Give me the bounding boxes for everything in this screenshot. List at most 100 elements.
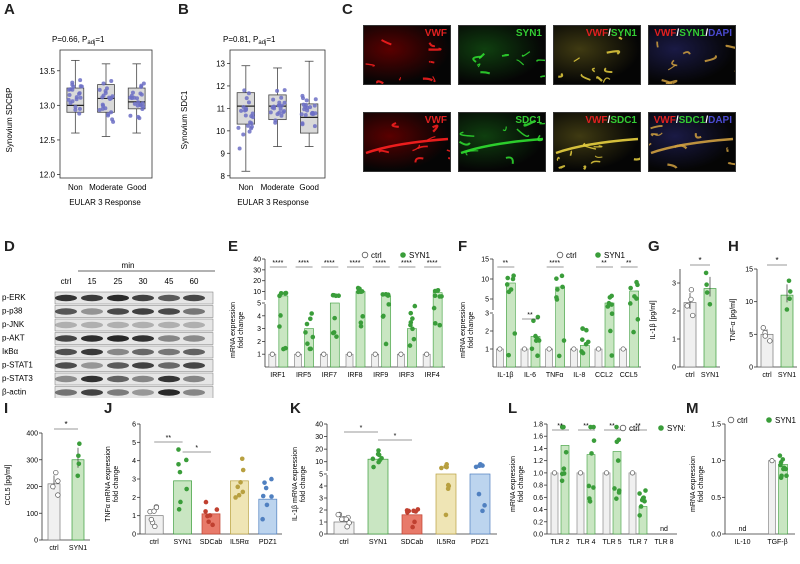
- panel-a-stat: P=0.66, Padj=1: [52, 35, 105, 46]
- data-point: [787, 296, 792, 301]
- y-tick-label: 40: [253, 257, 261, 264]
- data-point: [68, 93, 72, 97]
- panel-e-ylabel1: mRNA expression: [230, 302, 237, 358]
- bar: [230, 481, 248, 534]
- data-point: [592, 438, 597, 443]
- bar-syn1: [356, 292, 365, 367]
- category-label: SYN1: [369, 539, 387, 546]
- legend-ctrl-marker: [557, 252, 563, 258]
- y-tick-label: 1.8: [533, 422, 543, 429]
- legend-ctrl-label: ctrl: [737, 416, 748, 425]
- micrograph-2-3: VWF/SDC1: [553, 112, 641, 172]
- y-tick-label: 0.8: [533, 483, 543, 490]
- sig-stars: ****: [298, 260, 309, 267]
- data-point: [564, 450, 569, 455]
- data-point: [413, 304, 418, 309]
- protein-label: p-p38: [2, 307, 23, 316]
- sig-stars: **: [609, 423, 615, 430]
- y-tick-label: 1.2: [533, 458, 543, 465]
- y-tick-label: 100: [26, 511, 38, 518]
- data-point: [133, 102, 137, 106]
- data-point: [153, 524, 158, 529]
- data-point: [273, 118, 277, 122]
- data-point: [178, 500, 183, 505]
- panel-b-stat: P=0.81, Padj=1: [223, 35, 276, 46]
- y-tick-label: 13: [216, 59, 225, 68]
- label-part: SDC1: [610, 115, 637, 126]
- ctrl-point: [322, 352, 326, 356]
- band: [183, 376, 205, 382]
- vessel: [595, 156, 602, 157]
- sig-stars: ****: [401, 260, 412, 267]
- sig-stars: **: [557, 423, 563, 430]
- data-point: [233, 495, 238, 500]
- vessel: [433, 76, 435, 81]
- vessel: [705, 56, 716, 61]
- data-point: [309, 311, 314, 316]
- bar-ctrl: [629, 473, 636, 534]
- category-label: IRF7: [322, 372, 337, 379]
- ctrl-point: [424, 352, 428, 356]
- bar-ctrl: [570, 349, 577, 367]
- y-tick-label: 8: [221, 172, 226, 181]
- panel-b-plot: 8910111213Non Moderate Good: [216, 50, 325, 192]
- label-part: VWF: [425, 28, 447, 39]
- data-point: [560, 274, 565, 279]
- data-point: [78, 107, 82, 111]
- vessel: [668, 65, 676, 70]
- vessel: [477, 64, 480, 67]
- data-point: [248, 120, 252, 124]
- sig-stars: ****: [549, 260, 560, 267]
- data-point: [586, 340, 591, 345]
- panel-k-ylabel2: fold change: [300, 466, 307, 502]
- protein-label: p-ERK: [2, 293, 26, 302]
- data-point: [536, 315, 541, 320]
- data-point: [587, 496, 592, 501]
- bar: [48, 484, 60, 540]
- label-part: SDC1: [515, 115, 542, 126]
- panel-b-xlabel: EULAR 3 Response: [237, 198, 309, 207]
- data-point: [279, 291, 284, 296]
- panel-i-ylabel: CCL5 [pg/ml]: [5, 465, 12, 506]
- data-point: [279, 96, 283, 100]
- vessel: [651, 126, 663, 128]
- data-point: [616, 458, 621, 463]
- band: [81, 362, 103, 368]
- panel-e-chart: 1234510203040 ctrl SYN1IRF1****IRF5****IRF…: [225, 245, 450, 395]
- sig-stars: **: [635, 423, 641, 430]
- panel-f-ylabel2: fold change: [468, 312, 475, 348]
- vessel: [594, 146, 602, 147]
- bar-syn1: [561, 445, 569, 534]
- panel-h-ylabel: TNF-α [pg/ml]: [730, 298, 737, 341]
- vessel: [649, 143, 651, 146]
- category-label: TNFα: [546, 372, 564, 379]
- ctrl-point: [596, 347, 600, 351]
- bar: [72, 460, 84, 540]
- data-point: [505, 282, 510, 287]
- data-point: [242, 88, 246, 92]
- vessel: [460, 132, 474, 136]
- protein-label: p-AKT: [2, 334, 25, 343]
- data-point: [56, 479, 61, 484]
- data-point: [477, 492, 482, 497]
- data-point: [381, 314, 386, 319]
- vessel: [522, 52, 530, 57]
- panel-j-chart: 0123456ctrl SYN1 SDCab IL5Rα PDZ1*** TNFα mR…: [100, 412, 285, 562]
- band: [55, 349, 77, 355]
- vessel: [448, 158, 450, 159]
- band: [132, 295, 154, 301]
- data-point: [302, 103, 306, 107]
- vessel: [382, 40, 392, 44]
- band: [183, 295, 205, 301]
- y-tick-label: 1.6: [533, 434, 543, 441]
- panel-m-chart: 0.00.51.01.5 ctrl SYN1ndIL-10 TGF-β mRNA ex…: [685, 412, 800, 562]
- data-point: [178, 470, 183, 475]
- band: [132, 389, 154, 395]
- y-tick-label: 3: [319, 496, 323, 503]
- panel-j-ylabel2: fold change: [113, 466, 120, 502]
- y-tick-label: 4: [132, 458, 136, 465]
- data-point: [376, 460, 381, 465]
- data-point: [239, 109, 243, 113]
- y-tick-label: 15: [745, 267, 753, 274]
- data-point: [689, 287, 694, 292]
